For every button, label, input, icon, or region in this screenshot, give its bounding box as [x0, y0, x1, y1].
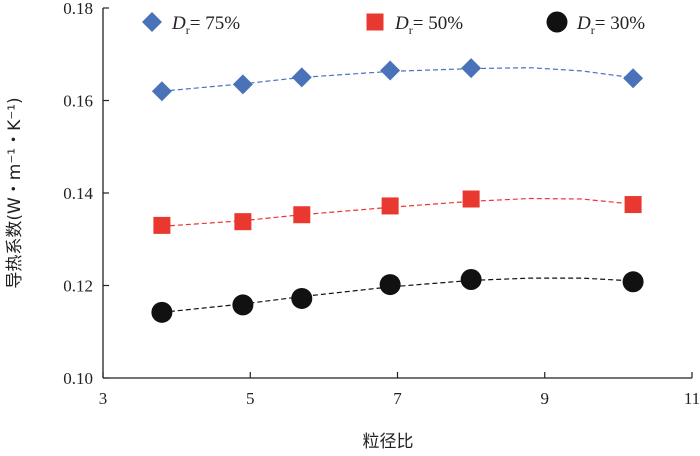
data-point-square: [293, 206, 311, 224]
data-point-square: [153, 216, 171, 234]
legend-marker-diamond: [142, 12, 162, 32]
trend-line-square: [161, 197, 634, 227]
legend: Dr= 75% Dr= 50% Dr= 30%: [142, 11, 645, 37]
x-axis-title: 粒径比: [363, 432, 414, 452]
data-point-diamond: [623, 68, 644, 89]
data-point-circle: [622, 271, 644, 293]
data-point-circle: [151, 301, 173, 323]
y-tick-label: 0.16: [63, 92, 93, 111]
data-point-diamond: [461, 58, 482, 79]
axis-ticks: 3 5 7 9 11 0.10 0.12 0.14 0.16 0.18: [63, 0, 700, 408]
axes: [102, 8, 692, 379]
data-point-diamond: [151, 81, 172, 102]
y-tick-label: 0.10: [63, 369, 93, 388]
data-point-square: [624, 196, 642, 214]
legend-label: Dr= 30%: [576, 13, 645, 37]
x-tick-label: 11: [684, 389, 700, 408]
legend-marker-square: [366, 13, 384, 31]
data-points: [151, 58, 644, 323]
data-point-square: [381, 197, 399, 215]
y-tick-label: 0.14: [63, 184, 93, 203]
legend-label: Dr= 75%: [171, 13, 240, 37]
data-point-square: [234, 213, 252, 231]
data-point-diamond: [380, 60, 401, 81]
data-point-diamond: [232, 74, 253, 95]
data-point-circle: [379, 274, 401, 296]
data-point-circle: [460, 268, 482, 290]
y-tick-label: 0.12: [63, 277, 93, 296]
y-tick-label: 0.18: [63, 0, 93, 18]
data-point-square: [462, 190, 480, 208]
x-tick-label: 7: [393, 389, 402, 408]
data-point-diamond: [291, 67, 312, 88]
data-point-circle: [291, 287, 313, 309]
x-tick-label: 5: [246, 389, 255, 408]
x-tick-label: 9: [541, 389, 550, 408]
trend-lines: [161, 67, 634, 313]
trend-line-diamond: [161, 67, 634, 92]
legend-marker-circle: [546, 11, 568, 33]
data-point-circle: [232, 294, 254, 316]
y-axis-title: 导热系数(W・m⁻¹・K⁻¹): [5, 97, 25, 288]
x-tick-label: 3: [99, 389, 108, 408]
legend-label: Dr= 50%: [394, 13, 463, 37]
